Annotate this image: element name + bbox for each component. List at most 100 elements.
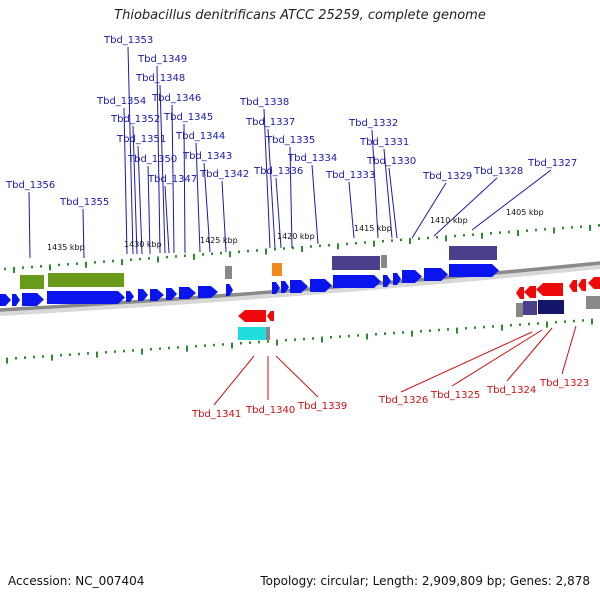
forward-gene-label: Tbd_1342 [199,169,249,180]
forward-label-leader [311,164,319,245]
reverse-gene-arrow [588,277,600,289]
lower-tick-mark [141,348,143,355]
lower-tick-mark [177,346,179,349]
cog-block [381,255,387,268]
forward-gene-label: Tbd_1327 [527,158,577,169]
lower-tick-mark [231,342,233,349]
upper-tick-mark [490,232,492,235]
tick-marks [4,224,600,364]
lower-tick-mark [411,330,413,337]
map-title: Thiobacillus denitrificans ATCC 25259, c… [114,8,486,23]
cog-block [20,275,44,289]
reverse-gene-label: Tbd_1324 [486,385,536,396]
forward-label-leader [137,145,143,255]
forward-gene-label: Tbd_1336 [253,166,303,177]
forward-label-leader [371,129,379,239]
forward-gene-label: Tbd_1335 [265,135,315,146]
cog-block [48,273,124,287]
scale-labels: 1435 kbp 1430 kbp 1425 kbp 1420 kbp 1415 kbp… [47,208,544,252]
upper-tick-mark [337,243,339,250]
forward-label-leader [203,162,211,253]
lower-tick-mark [303,337,305,341]
lower-tick-mark [312,337,314,340]
forward-gene-label: Tbd_1349 [137,54,187,65]
reverse-gene-arrow [569,280,577,292]
lower-tick-mark [555,321,557,324]
lower-tick-mark [195,345,197,348]
upper-tick-mark [67,263,69,266]
upper-tick-mark [589,224,591,231]
upper-tick-mark [112,259,114,263]
upper-tick-mark [553,227,555,234]
forward-gene-arrow [0,294,11,306]
forward-gene-label: Tbd_1354 [96,96,146,107]
cog-block [586,296,600,309]
scale-label: 1415 kbp [354,224,392,233]
upper-tick-mark [229,251,231,258]
upper-tick-mark [472,233,474,236]
upper-tick-mark [265,248,267,255]
upper-tick-mark [211,252,213,256]
upper-tick-mark [94,261,96,264]
forward-gene-label: Tbd_1350 [127,154,177,165]
upper-tick-mark [166,255,168,259]
reverse-gene-label: Tbd_1326 [378,395,428,406]
lower-tick-mark [366,333,368,340]
upper-tick-mark [526,229,528,232]
lower-tick-mark [159,347,161,350]
upper-tick-mark [238,250,240,254]
forward-gene-arrow [12,294,20,306]
reverse-gene-arrow [578,279,586,291]
upper-tick-mark [517,230,519,237]
forward-gene-arrow [393,273,401,285]
reverse-label-leader [561,325,577,375]
upper-tick-mark [508,230,510,234]
lower-tick-mark [285,339,287,342]
forward-label-leader [263,108,271,249]
lower-tick-mark [321,336,323,343]
lower-tick-mark [438,328,440,332]
forward-label-leader [28,191,31,259]
lower-tick-mark [132,349,134,352]
forward-gene-arrow [424,268,448,281]
upper-tick-mark [220,251,222,255]
forward-gene-arrow [272,282,280,294]
upper-tick-mark [562,226,564,230]
reverse-label-leader [275,355,319,398]
forward-gene-arrow [166,288,177,300]
forward-gene-arrow [449,264,499,277]
forward-label-leader [147,165,151,255]
reverse-label-leader [451,329,543,387]
upper-tick-mark [454,234,456,238]
upper-tick-mark [175,255,177,258]
forward-gene-arrow [402,270,422,283]
lower-tick-mark [474,326,476,329]
lower-tick-mark [60,354,62,357]
reverse-gene-arrow [516,287,524,299]
reverse-gene-arrow [238,310,266,322]
cog-block [449,246,497,260]
cog-block [266,327,270,340]
forward-label-leader [164,185,170,254]
forward-gene-label: Tbd_1332 [348,118,398,129]
upper-tick-mark [373,240,375,247]
forward-label-leader [267,128,276,249]
upper-tick-mark [193,253,195,260]
lower-tick-mark [519,323,521,326]
upper-tick-mark [544,228,546,231]
gene-labels: Tbd_1356 Tbd_1355 Tbd_1354 Tbd_1353 Tbd_1352… [5,35,589,420]
upper-tick-mark [427,236,429,240]
upper-tick-mark [283,247,285,250]
forward-gene-arrow [179,287,196,299]
forward-label-leader [159,84,166,254]
reverse-gene-label: Tbd_1341 [191,409,241,420]
upper-tick-mark [580,225,582,228]
forward-label-leader [132,125,138,255]
upper-tick-mark [598,224,600,227]
reverse-label-leader [213,355,255,406]
lower-tick-mark [240,342,242,345]
cog-blocks [20,246,600,340]
forward-label-leader [289,146,293,249]
lower-tick-mark [186,345,188,352]
upper-tick-mark [148,257,150,260]
